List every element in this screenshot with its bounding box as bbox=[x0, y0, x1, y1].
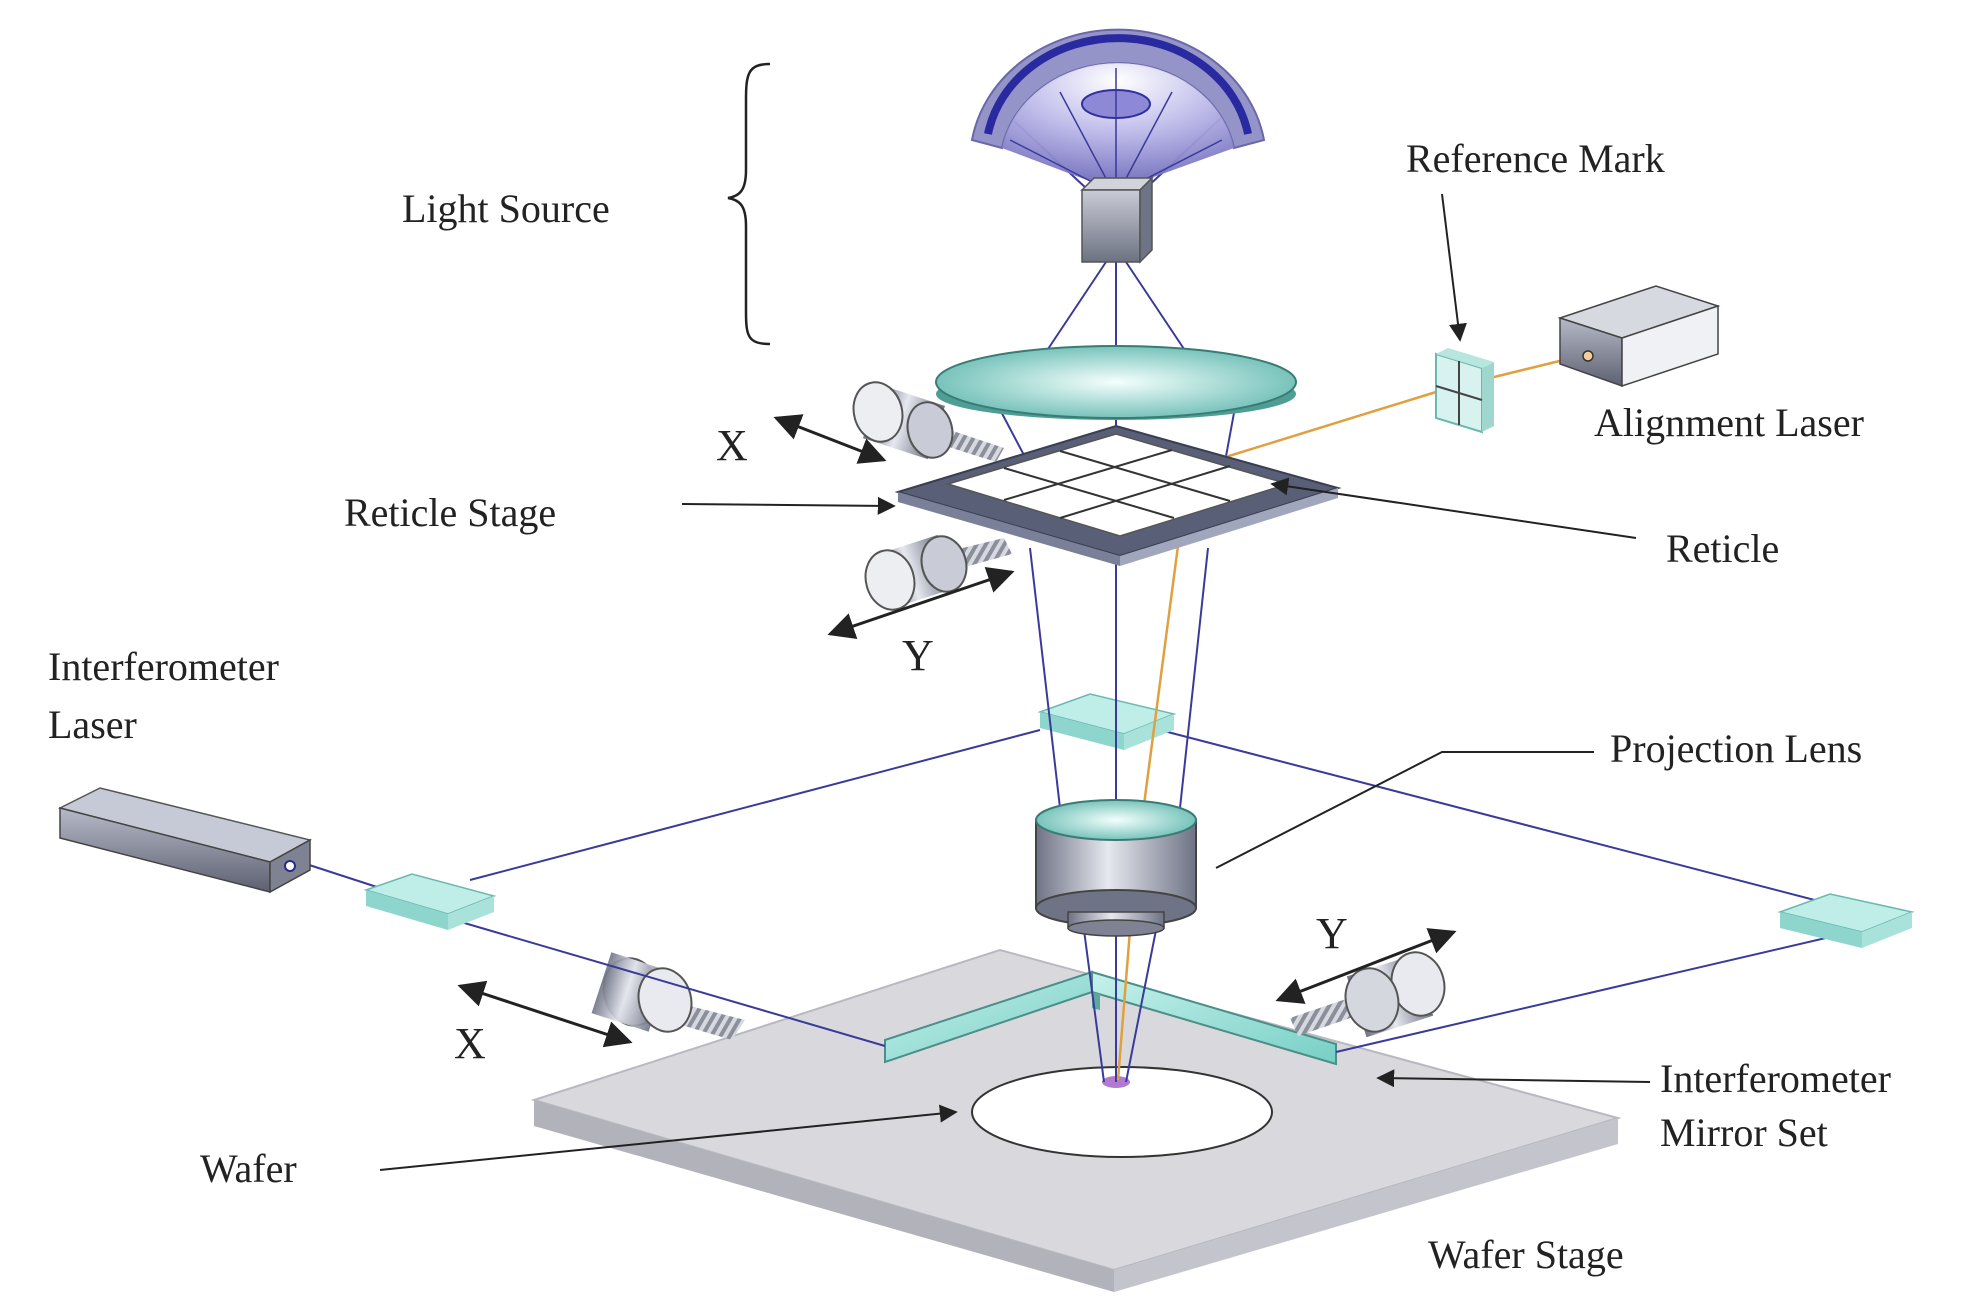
label-reticle: Reticle bbox=[1666, 526, 1779, 571]
axis-label-reticle-y: Y bbox=[902, 631, 934, 680]
projection-lens bbox=[1035, 799, 1197, 937]
reticle-leader bbox=[1270, 477, 1637, 539]
wafer-y-arrow bbox=[1275, 928, 1457, 1004]
beam-splitter-right bbox=[1777, 893, 1915, 948]
label-wafer: Wafer bbox=[200, 1146, 297, 1191]
beam-splitter-top bbox=[1037, 693, 1177, 750]
reticle-y-arrow bbox=[827, 567, 1015, 639]
lamp-housing bbox=[1080, 176, 1154, 264]
label-interferometer-laser-line2: Laser bbox=[48, 702, 137, 747]
alignment-laser bbox=[1557, 285, 1721, 388]
mirror-set-leader bbox=[1376, 1069, 1651, 1088]
label-interferometer-mirror-line1: Interferometer bbox=[1660, 1056, 1891, 1101]
label-reticle-stage: Reticle Stage bbox=[344, 490, 556, 535]
reticle bbox=[945, 433, 1291, 537]
label-interferometer-mirror-line2: Mirror Set bbox=[1660, 1110, 1828, 1155]
wafer-leader bbox=[379, 1104, 958, 1171]
reference-mark bbox=[1435, 348, 1494, 434]
reference-mark-leader bbox=[1441, 193, 1467, 342]
wafer bbox=[971, 1066, 1273, 1158]
label-alignment-laser: Alignment Laser bbox=[1594, 400, 1864, 445]
reticle-x-arrow bbox=[773, 414, 887, 464]
label-light-source: Light Source bbox=[402, 186, 610, 231]
wafer-x-arrow bbox=[457, 980, 633, 1048]
label-reference-mark: Reference Mark bbox=[1406, 136, 1665, 181]
reticle-y-actuator bbox=[864, 534, 1012, 611]
axis-label-wafer-y: Y bbox=[1316, 909, 1348, 958]
projection-lens-leader bbox=[1215, 751, 1594, 869]
interferometer-beams bbox=[299, 729, 1861, 1053]
wafer-stage-x-actuator bbox=[591, 952, 745, 1040]
axis-label-reticle-x: X bbox=[716, 421, 748, 470]
light-source-brace bbox=[727, 62, 771, 346]
alignment-beam bbox=[1116, 354, 1581, 1081]
axis-label-wafer-x: X bbox=[454, 1019, 486, 1068]
label-wafer-stage: Wafer Stage bbox=[1428, 1232, 1624, 1277]
label-projection-lens: Projection Lens bbox=[1610, 726, 1862, 771]
lamp-reflector bbox=[970, 28, 1266, 187]
reticle-stage-leader bbox=[681, 496, 896, 515]
condenser-lens bbox=[935, 345, 1297, 420]
wafer-stage-y-actuator bbox=[1290, 951, 1446, 1038]
beam-splitter-left bbox=[363, 873, 497, 930]
interferometer-laser bbox=[57, 787, 313, 894]
label-interferometer-laser-line1: Interferometer bbox=[48, 644, 279, 689]
